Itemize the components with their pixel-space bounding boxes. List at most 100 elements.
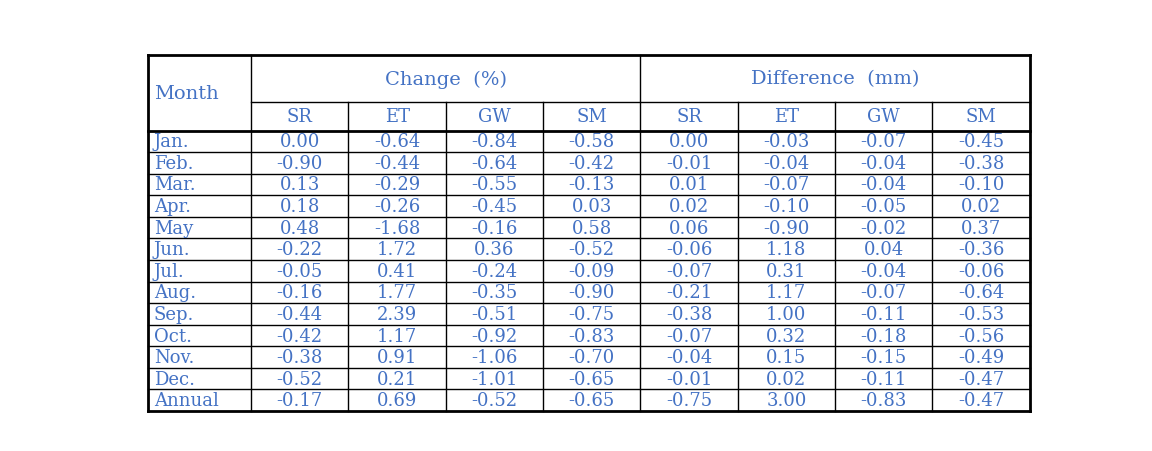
Text: -0.05: -0.05 — [276, 262, 323, 280]
Text: ET: ET — [774, 108, 798, 126]
Text: -0.13: -0.13 — [569, 176, 615, 194]
Text: -0.11: -0.11 — [861, 305, 907, 323]
Text: -0.58: -0.58 — [569, 133, 615, 151]
Text: Mar.: Mar. — [154, 176, 196, 194]
Text: -0.06: -0.06 — [666, 241, 712, 258]
Text: 1.17: 1.17 — [766, 284, 806, 302]
Text: 1.77: 1.77 — [377, 284, 417, 302]
Text: -0.42: -0.42 — [569, 155, 615, 172]
Text: -0.47: -0.47 — [958, 370, 1005, 388]
Text: -0.83: -0.83 — [569, 327, 615, 345]
Text: Aug.: Aug. — [154, 284, 196, 302]
Text: -0.04: -0.04 — [861, 155, 907, 172]
Text: 1.17: 1.17 — [377, 327, 417, 345]
Text: -0.70: -0.70 — [569, 348, 615, 366]
Text: Difference  (mm): Difference (mm) — [751, 70, 919, 88]
Text: Oct.: Oct. — [154, 327, 192, 345]
Text: -0.22: -0.22 — [276, 241, 323, 258]
Text: -0.90: -0.90 — [569, 284, 615, 302]
Text: 0.37: 0.37 — [961, 219, 1001, 237]
Text: 0.41: 0.41 — [377, 262, 417, 280]
Text: 0.15: 0.15 — [766, 348, 806, 366]
Text: -0.75: -0.75 — [666, 391, 712, 410]
Text: -0.45: -0.45 — [958, 133, 1005, 151]
Text: ET: ET — [385, 108, 410, 126]
Text: -0.38: -0.38 — [957, 155, 1005, 172]
Text: Change  (%): Change (%) — [385, 70, 507, 88]
Text: -0.06: -0.06 — [957, 262, 1005, 280]
Text: 0.48: 0.48 — [280, 219, 320, 237]
Text: -0.35: -0.35 — [471, 284, 517, 302]
Text: -0.10: -0.10 — [763, 198, 810, 216]
Text: 0.58: 0.58 — [571, 219, 612, 237]
Text: 1.18: 1.18 — [766, 241, 806, 258]
Text: -1.68: -1.68 — [374, 219, 420, 237]
Text: 0.69: 0.69 — [377, 391, 417, 410]
Text: -0.52: -0.52 — [276, 370, 323, 388]
Text: Annual: Annual — [154, 391, 219, 410]
Text: 0.32: 0.32 — [766, 327, 806, 345]
Text: 0.02: 0.02 — [766, 370, 806, 388]
Text: -0.55: -0.55 — [471, 176, 517, 194]
Text: -0.52: -0.52 — [569, 241, 615, 258]
Text: 0.31: 0.31 — [766, 262, 806, 280]
Text: Jun.: Jun. — [154, 241, 190, 258]
Text: -0.07: -0.07 — [666, 327, 712, 345]
Text: -0.04: -0.04 — [861, 262, 907, 280]
Text: -0.04: -0.04 — [666, 348, 712, 366]
Text: SM: SM — [965, 108, 996, 126]
Text: SM: SM — [576, 108, 607, 126]
Text: -0.47: -0.47 — [958, 391, 1005, 410]
Text: Nov.: Nov. — [154, 348, 195, 366]
Text: GW: GW — [478, 108, 510, 126]
Text: 2.39: 2.39 — [377, 305, 417, 323]
Text: 1.72: 1.72 — [377, 241, 417, 258]
Text: -0.65: -0.65 — [569, 370, 615, 388]
Text: -0.15: -0.15 — [861, 348, 907, 366]
Text: -0.07: -0.07 — [666, 262, 712, 280]
Text: 0.00: 0.00 — [669, 133, 710, 151]
Text: -0.45: -0.45 — [471, 198, 517, 216]
Text: -0.17: -0.17 — [276, 391, 323, 410]
Text: -0.52: -0.52 — [471, 391, 517, 410]
Text: 0.36: 0.36 — [475, 241, 515, 258]
Text: -0.16: -0.16 — [276, 284, 323, 302]
Text: -0.04: -0.04 — [861, 176, 907, 194]
Text: Apr.: Apr. — [154, 198, 191, 216]
Text: Dec.: Dec. — [154, 370, 195, 388]
Text: -0.07: -0.07 — [861, 133, 907, 151]
Text: -0.29: -0.29 — [374, 176, 420, 194]
Text: May: May — [154, 219, 194, 237]
Text: -0.83: -0.83 — [861, 391, 907, 410]
Text: -0.11: -0.11 — [861, 370, 907, 388]
Text: 1.00: 1.00 — [766, 305, 806, 323]
Text: -0.65: -0.65 — [569, 391, 615, 410]
Text: -0.18: -0.18 — [861, 327, 907, 345]
Text: -0.24: -0.24 — [471, 262, 517, 280]
Text: -0.42: -0.42 — [276, 327, 323, 345]
Text: -0.64: -0.64 — [374, 133, 420, 151]
Text: -0.53: -0.53 — [957, 305, 1005, 323]
Text: -0.03: -0.03 — [763, 133, 810, 151]
Text: SR: SR — [287, 108, 312, 126]
Text: -0.51: -0.51 — [471, 305, 517, 323]
Text: Jan.: Jan. — [154, 133, 189, 151]
Text: -0.07: -0.07 — [764, 176, 810, 194]
Text: -0.44: -0.44 — [276, 305, 323, 323]
Text: -0.04: -0.04 — [764, 155, 810, 172]
Text: -0.01: -0.01 — [666, 370, 712, 388]
Text: 0.91: 0.91 — [377, 348, 417, 366]
Text: 0.18: 0.18 — [280, 198, 320, 216]
Text: -0.64: -0.64 — [471, 155, 517, 172]
Text: 0.21: 0.21 — [377, 370, 417, 388]
Text: -1.01: -1.01 — [471, 370, 517, 388]
Text: -0.16: -0.16 — [471, 219, 517, 237]
Text: -0.07: -0.07 — [861, 284, 907, 302]
Text: 0.02: 0.02 — [961, 198, 1001, 216]
Text: SR: SR — [676, 108, 702, 126]
Text: -0.38: -0.38 — [666, 305, 712, 323]
Text: -0.49: -0.49 — [957, 348, 1005, 366]
Text: -0.84: -0.84 — [471, 133, 517, 151]
Text: -0.64: -0.64 — [957, 284, 1005, 302]
Text: -0.10: -0.10 — [957, 176, 1005, 194]
